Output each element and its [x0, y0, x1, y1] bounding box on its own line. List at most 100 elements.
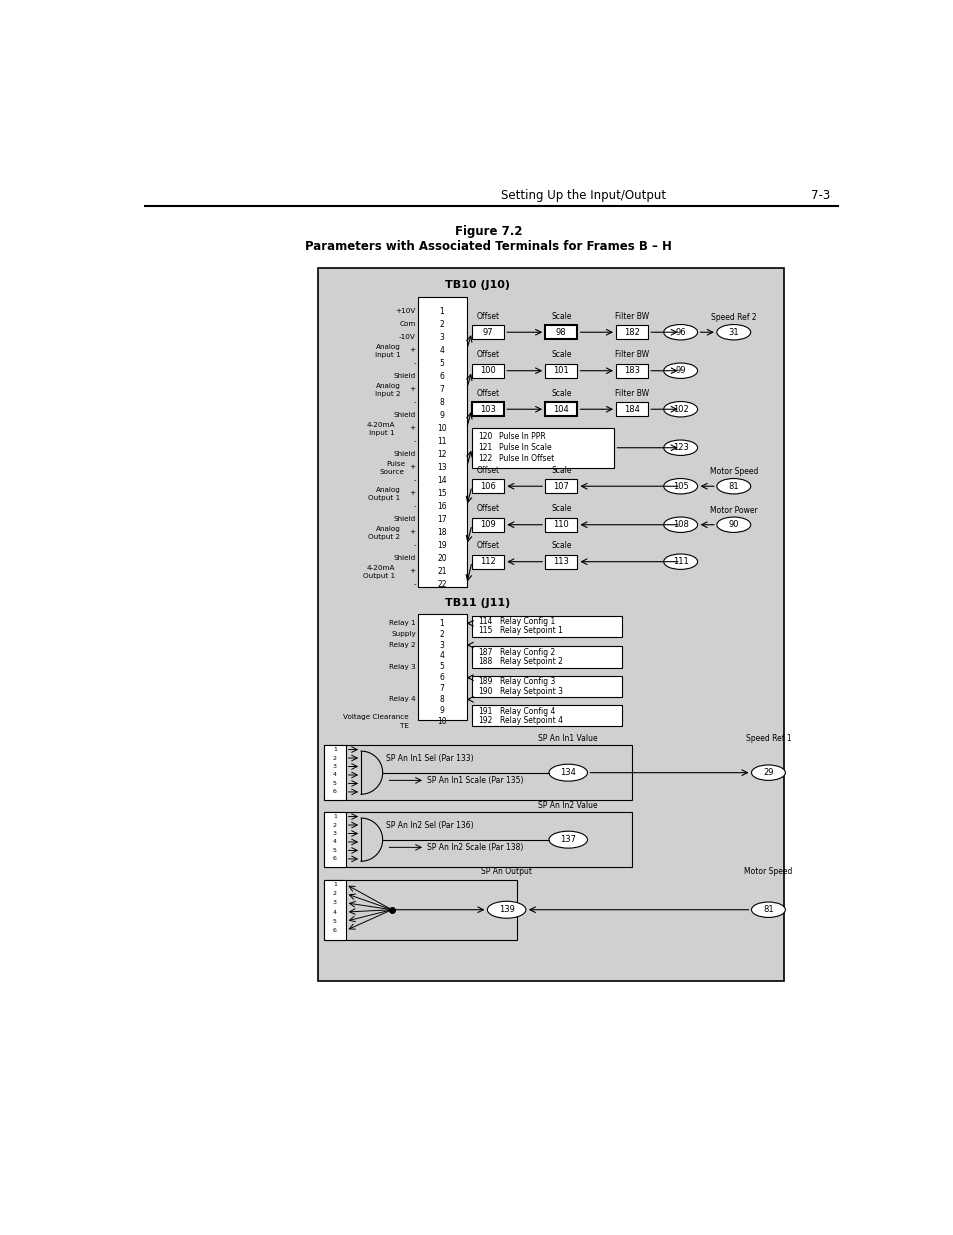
- Ellipse shape: [663, 517, 697, 532]
- Text: 6: 6: [333, 789, 336, 794]
- Text: Relay Setpoint 2: Relay Setpoint 2: [499, 657, 562, 667]
- Ellipse shape: [663, 440, 697, 456]
- Text: 4-20mA: 4-20mA: [366, 566, 395, 572]
- Text: Motor Power: Motor Power: [709, 505, 757, 515]
- Ellipse shape: [663, 555, 697, 569]
- Text: Shield: Shield: [393, 412, 416, 419]
- Text: 2: 2: [439, 630, 444, 638]
- Text: Source: Source: [379, 469, 405, 474]
- Text: Relay Setpoint 3: Relay Setpoint 3: [499, 687, 562, 695]
- Bar: [472, 427, 614, 468]
- Text: 183: 183: [623, 367, 639, 375]
- Text: 14: 14: [436, 475, 446, 484]
- Bar: [616, 325, 648, 340]
- Bar: [472, 705, 621, 726]
- Text: Offset: Offset: [476, 311, 499, 321]
- Bar: [317, 268, 783, 982]
- Text: 15: 15: [436, 489, 446, 498]
- Text: 5: 5: [439, 662, 444, 672]
- Text: -: -: [413, 582, 416, 588]
- Text: 108: 108: [672, 520, 688, 530]
- Text: 7: 7: [439, 384, 444, 394]
- Text: Filter BW: Filter BW: [615, 311, 649, 321]
- Ellipse shape: [487, 902, 525, 918]
- Text: 6: 6: [439, 372, 444, 380]
- Text: 31: 31: [728, 327, 739, 337]
- Text: Shield: Shield: [393, 556, 416, 562]
- Text: 110: 110: [553, 520, 569, 530]
- Ellipse shape: [716, 517, 750, 532]
- Text: Motor Speed: Motor Speed: [743, 867, 792, 877]
- Bar: [472, 646, 621, 668]
- Text: Filter BW: Filter BW: [615, 389, 649, 398]
- Text: Scale: Scale: [551, 541, 571, 550]
- Bar: [324, 811, 345, 867]
- Bar: [544, 403, 577, 416]
- Text: 122: 122: [477, 454, 492, 463]
- Text: SP An In2 Scale (Par 138): SP An In2 Scale (Par 138): [426, 842, 522, 852]
- Text: 2: 2: [333, 756, 336, 761]
- Text: +: +: [409, 490, 416, 496]
- Text: 6: 6: [439, 673, 444, 682]
- Text: 8: 8: [439, 695, 444, 704]
- Ellipse shape: [548, 764, 587, 782]
- Bar: [324, 879, 517, 940]
- Text: -: -: [413, 542, 416, 548]
- Text: Input 2: Input 2: [375, 390, 400, 396]
- Text: SP An In2 Sel (Par 136): SP An In2 Sel (Par 136): [385, 821, 473, 830]
- Text: 1: 1: [439, 306, 444, 315]
- Ellipse shape: [663, 478, 697, 494]
- Ellipse shape: [663, 325, 697, 340]
- Ellipse shape: [751, 764, 784, 781]
- Text: 11: 11: [436, 437, 446, 446]
- Bar: [544, 555, 577, 568]
- Bar: [472, 615, 621, 637]
- Text: 101: 101: [553, 367, 569, 375]
- Text: SP An In1 Scale (Par 135): SP An In1 Scale (Par 135): [426, 776, 522, 785]
- Text: 3: 3: [333, 831, 336, 836]
- Text: Pulse In Scale: Pulse In Scale: [498, 443, 551, 452]
- Text: 113: 113: [553, 557, 569, 566]
- Text: 5: 5: [333, 919, 336, 924]
- Text: +: +: [409, 568, 416, 574]
- Text: TB11 (J11): TB11 (J11): [444, 598, 510, 608]
- Bar: [544, 364, 577, 378]
- Ellipse shape: [716, 325, 750, 340]
- Text: 109: 109: [479, 520, 496, 530]
- Text: 114: 114: [477, 618, 492, 626]
- Text: Scale: Scale: [551, 466, 571, 474]
- Text: 104: 104: [553, 405, 569, 414]
- Text: -: -: [413, 504, 416, 509]
- Bar: [544, 517, 577, 531]
- Text: 192: 192: [477, 716, 492, 725]
- Text: 4: 4: [333, 909, 336, 915]
- Text: Input 1: Input 1: [375, 352, 400, 358]
- Bar: [472, 555, 504, 568]
- Text: TE: TE: [399, 722, 409, 729]
- Text: 115: 115: [477, 626, 492, 636]
- Text: Relay 1: Relay 1: [389, 620, 416, 626]
- Text: 7-3: 7-3: [810, 189, 829, 203]
- Text: +: +: [409, 530, 416, 535]
- Text: +: +: [409, 347, 416, 353]
- Text: Pulse: Pulse: [385, 461, 405, 467]
- Text: 6: 6: [333, 927, 336, 932]
- Text: 2: 2: [333, 823, 336, 827]
- Text: 187: 187: [477, 648, 492, 657]
- Text: -: -: [413, 361, 416, 366]
- Text: 5: 5: [333, 781, 336, 785]
- Text: 10: 10: [436, 716, 446, 726]
- Bar: [544, 325, 577, 340]
- Bar: [472, 364, 504, 378]
- Text: 105: 105: [672, 482, 688, 490]
- Text: 3: 3: [439, 332, 444, 342]
- Bar: [616, 403, 648, 416]
- Text: Filter BW: Filter BW: [615, 350, 649, 359]
- Text: Relay 4: Relay 4: [389, 697, 416, 703]
- Text: TB10 (J10): TB10 (J10): [444, 280, 509, 290]
- Text: 4: 4: [333, 772, 336, 778]
- Text: 3: 3: [333, 900, 336, 905]
- Text: 5: 5: [333, 848, 336, 853]
- Text: Relay 2: Relay 2: [389, 642, 416, 648]
- Text: -: -: [413, 399, 416, 405]
